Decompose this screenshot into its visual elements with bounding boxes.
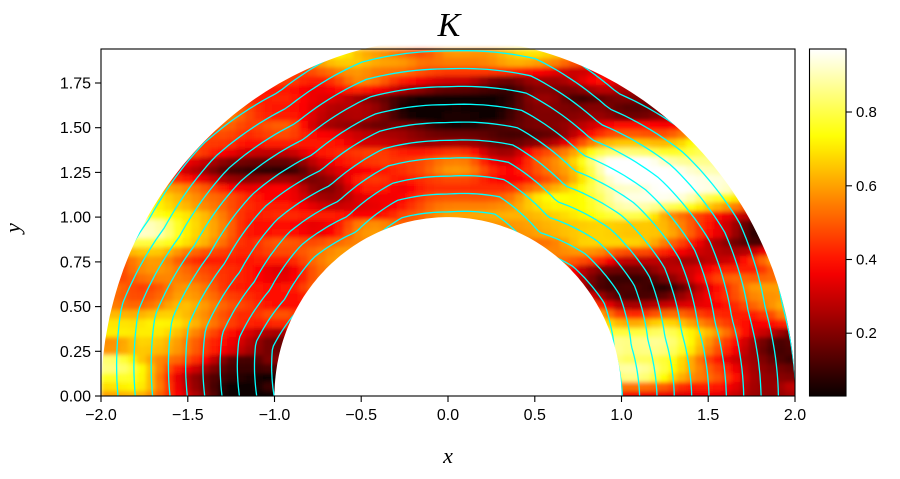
svg-text:0.75: 0.75: [60, 254, 91, 271]
svg-text:0.25: 0.25: [60, 344, 91, 361]
svg-text:K: K: [437, 7, 463, 44]
svg-text:0.0: 0.0: [437, 407, 459, 424]
svg-text:0.50: 0.50: [60, 299, 91, 316]
svg-text:0.2: 0.2: [856, 325, 877, 342]
svg-text:1.00: 1.00: [60, 210, 91, 227]
svg-text:1.75: 1.75: [60, 76, 91, 93]
svg-text:1.0: 1.0: [610, 407, 632, 424]
svg-text:1.50: 1.50: [60, 120, 91, 137]
svg-text:−0.5: −0.5: [345, 407, 377, 424]
svg-text:0.4: 0.4: [856, 252, 877, 269]
svg-text:−2.0: −2.0: [85, 407, 117, 424]
svg-text:1.25: 1.25: [60, 165, 91, 182]
svg-text:−1.5: −1.5: [172, 407, 204, 424]
svg-text:2.0: 2.0: [784, 407, 806, 424]
svg-text:0.00: 0.00: [60, 389, 91, 406]
svg-text:0.8: 0.8: [856, 104, 877, 121]
svg-text:y: y: [0, 223, 25, 235]
svg-text:−1.0: −1.0: [259, 407, 291, 424]
svg-text:1.5: 1.5: [697, 407, 719, 424]
svg-text:0.5: 0.5: [524, 407, 546, 424]
svg-text:x: x: [442, 443, 453, 468]
svg-text:0.6: 0.6: [856, 178, 877, 195]
